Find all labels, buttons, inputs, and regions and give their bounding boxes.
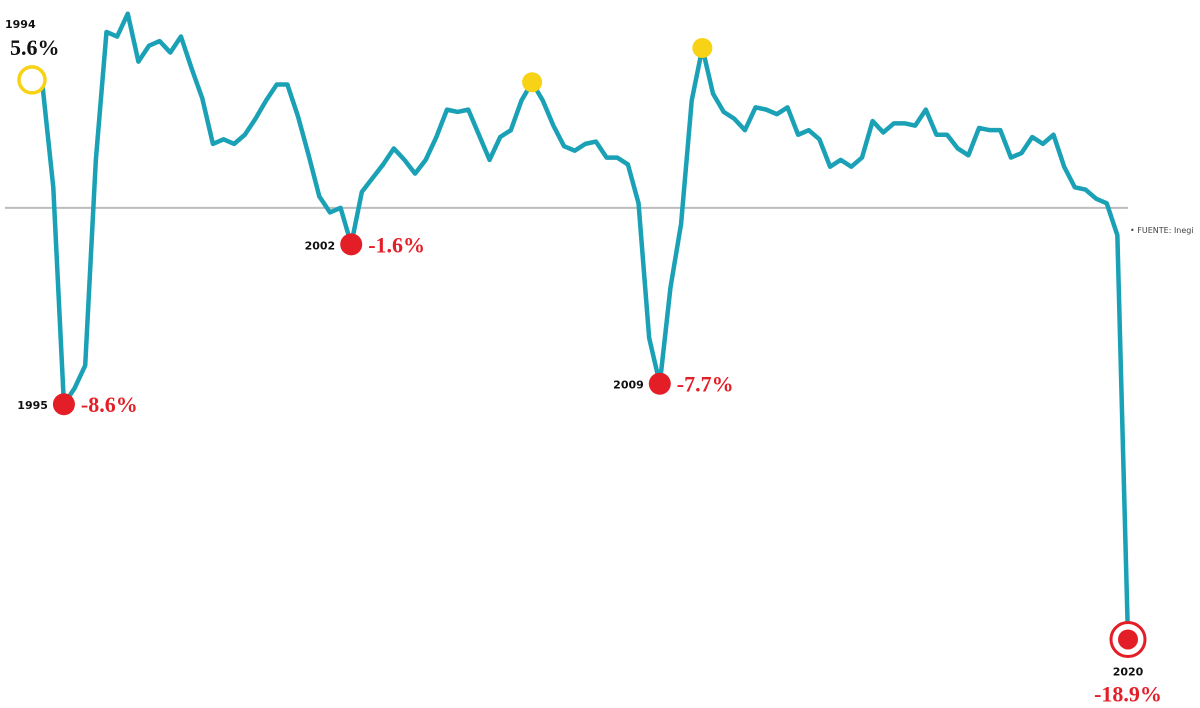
year-label: 1994 xyxy=(5,18,36,31)
value-label: -1.6% xyxy=(368,232,425,257)
year-label: 2002 xyxy=(305,239,336,252)
value-label: -18.9% xyxy=(1094,681,1162,706)
value-label: -7.7% xyxy=(677,372,734,397)
low-marker xyxy=(340,233,363,256)
low-marker xyxy=(648,372,671,395)
year-label: 2009 xyxy=(613,379,644,392)
year-label: 2020 xyxy=(1113,665,1144,678)
end-marker xyxy=(1118,629,1138,650)
value-label: -8.6% xyxy=(81,392,138,417)
source: • FUENTE: Inegi xyxy=(1130,226,1194,235)
low-marker xyxy=(52,393,75,416)
year-label: 1995 xyxy=(17,399,48,412)
peak-marker xyxy=(692,37,713,58)
peak-marker xyxy=(522,72,543,93)
line xyxy=(30,11,1131,640)
start-marker xyxy=(17,65,47,95)
value-label: 5.6% xyxy=(10,35,60,60)
